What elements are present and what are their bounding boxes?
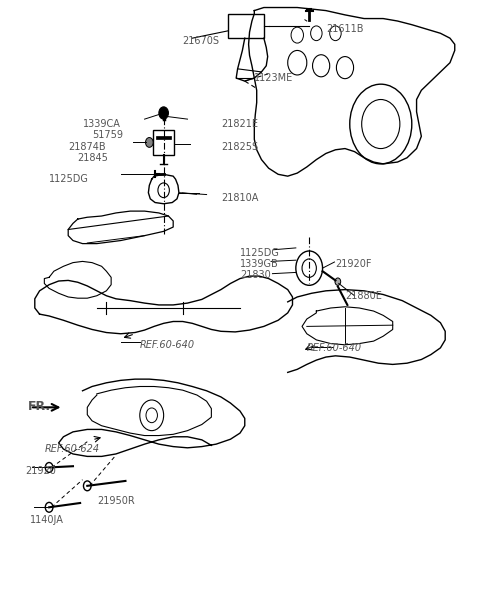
Text: FR.: FR. [28, 400, 51, 413]
Circle shape [145, 137, 153, 147]
Text: 21611B: 21611B [326, 24, 363, 34]
Circle shape [335, 278, 341, 285]
Text: 21920F: 21920F [336, 259, 372, 269]
Text: 21845: 21845 [78, 153, 108, 163]
Circle shape [159, 107, 168, 119]
Text: REF.60-640: REF.60-640 [307, 343, 362, 353]
Text: 21920: 21920 [25, 466, 56, 476]
Text: 51759: 51759 [92, 130, 123, 140]
Text: 21830: 21830 [240, 270, 271, 280]
Text: 21670S: 21670S [183, 36, 220, 46]
Text: 21880E: 21880E [345, 291, 382, 301]
Text: 1125DG: 1125DG [49, 174, 89, 184]
Text: 21950R: 21950R [97, 496, 134, 506]
Text: 21810A: 21810A [221, 193, 258, 203]
Bar [156, 136, 171, 139]
Bar [153, 130, 174, 155]
Text: 21821E: 21821E [221, 119, 258, 129]
Text: 1123ME: 1123ME [254, 73, 294, 83]
Text: REF.60-640: REF.60-640 [140, 340, 195, 350]
Text: 1339GB: 1339GB [240, 259, 279, 269]
Text: 21874B: 21874B [68, 142, 106, 152]
Text: 1125DG: 1125DG [240, 248, 280, 258]
Text: 21825S: 21825S [221, 142, 258, 152]
Text: REF.60-624: REF.60-624 [44, 444, 99, 454]
Text: 1339CA: 1339CA [83, 119, 120, 129]
Text: 1140JA: 1140JA [30, 514, 64, 525]
Bar [228, 14, 264, 38]
